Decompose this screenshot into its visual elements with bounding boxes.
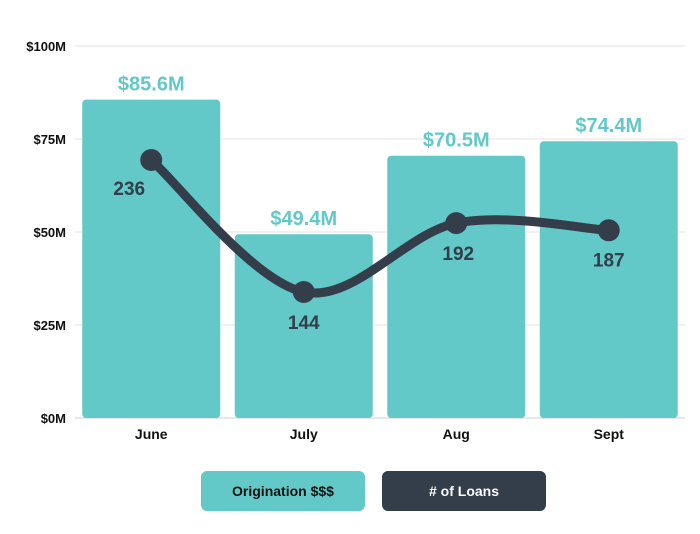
y-tick-label: $0M [41,411,66,426]
y-tick-label: $25M [33,318,66,333]
bar-value-label: $49.4M [270,208,337,230]
loans-point [445,212,468,235]
loans-point [597,219,620,242]
loans-point [140,149,163,171]
legend-item-loans[interactable]: # of Loans [382,471,546,511]
x-tick-label: July [290,426,318,442]
x-tick-label: Sept [594,426,625,442]
bar-value-label: $85.6M [118,74,185,96]
legend: Origination $$$ # of Loans [0,471,700,513]
bar-value-label: $70.5M [423,130,490,152]
loans-value-label: 236 [113,179,145,200]
loans-value-label: 192 [442,244,474,265]
y-tick-label: $75M [33,132,66,147]
legend-label-origination: Origination $$$ [232,483,334,499]
x-tick-label: Aug [443,426,470,442]
loans-value-label: 144 [288,313,320,334]
loans-point [292,281,315,303]
bar [82,99,221,419]
bar [539,141,678,418]
legend-item-origination[interactable]: Origination $$$ [201,471,365,511]
y-tick-label: $50M [33,225,66,240]
loans-line [146,155,614,298]
bar [387,155,526,419]
x-tick-label: June [135,426,168,442]
y-tick-label: $100M [26,39,66,54]
bar-value-label: $74.4M [575,115,642,137]
loans-value-label: 187 [593,250,625,271]
legend-label-loans: # of Loans [428,483,499,499]
